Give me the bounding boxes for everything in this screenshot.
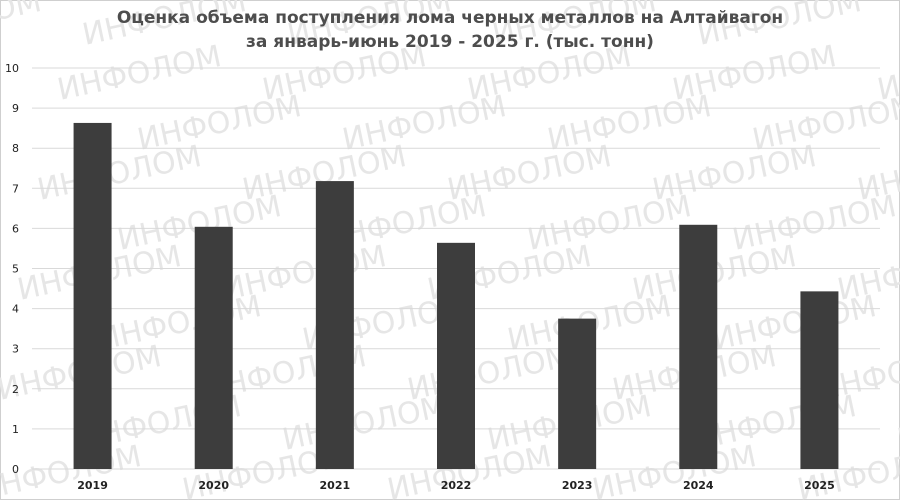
bar bbox=[800, 291, 839, 469]
bar bbox=[73, 122, 112, 469]
x-tick-label: 2020 bbox=[198, 479, 229, 492]
x-tick-label: 2025 bbox=[804, 479, 835, 492]
x-tick-label: 2022 bbox=[441, 479, 472, 492]
bar-layer bbox=[73, 122, 839, 469]
y-tick-label: 2 bbox=[12, 383, 19, 396]
y-tick-label: 6 bbox=[12, 222, 19, 235]
bar bbox=[437, 242, 475, 469]
bar bbox=[679, 224, 718, 469]
y-tick-label: 1 bbox=[12, 423, 19, 436]
x-tick-label: 2024 bbox=[683, 479, 714, 492]
watermark-text: ИНФОЛОМ bbox=[34, 139, 204, 208]
y-tick-label: 7 bbox=[12, 182, 19, 195]
bar bbox=[558, 318, 597, 469]
x-axis-ticks: 2019 2020 2021 2022 2023 2024 2025 bbox=[77, 479, 834, 492]
y-axis-ticks: 0 1 2 3 4 5 6 7 8 9 10 bbox=[5, 62, 19, 476]
bar bbox=[194, 226, 233, 469]
y-tick-label: 5 bbox=[12, 263, 19, 276]
chart-subtitle: за январь-июнь 2019 - 2025 г. (тыс. тонн… bbox=[246, 32, 654, 52]
y-tick-label: 3 bbox=[12, 343, 19, 356]
x-tick-label: 2021 bbox=[320, 479, 351, 492]
y-tick-label: 8 bbox=[12, 142, 19, 155]
y-tick-label: 9 bbox=[12, 102, 19, 115]
watermark-text: ИНФОЛОМ bbox=[894, 389, 900, 458]
x-tick-label: 2019 bbox=[77, 479, 108, 492]
x-tick-label: 2023 bbox=[562, 479, 593, 492]
chart-title: Оценка объема поступления лома черных ме… bbox=[116, 8, 784, 28]
y-tick-label: 4 bbox=[12, 303, 19, 316]
chart-title-block: Оценка объема поступления лома черных ме… bbox=[0, 6, 900, 54]
y-tick-label: 10 bbox=[5, 62, 19, 75]
bar bbox=[315, 181, 354, 469]
y-tick-label: 0 bbox=[12, 463, 19, 476]
